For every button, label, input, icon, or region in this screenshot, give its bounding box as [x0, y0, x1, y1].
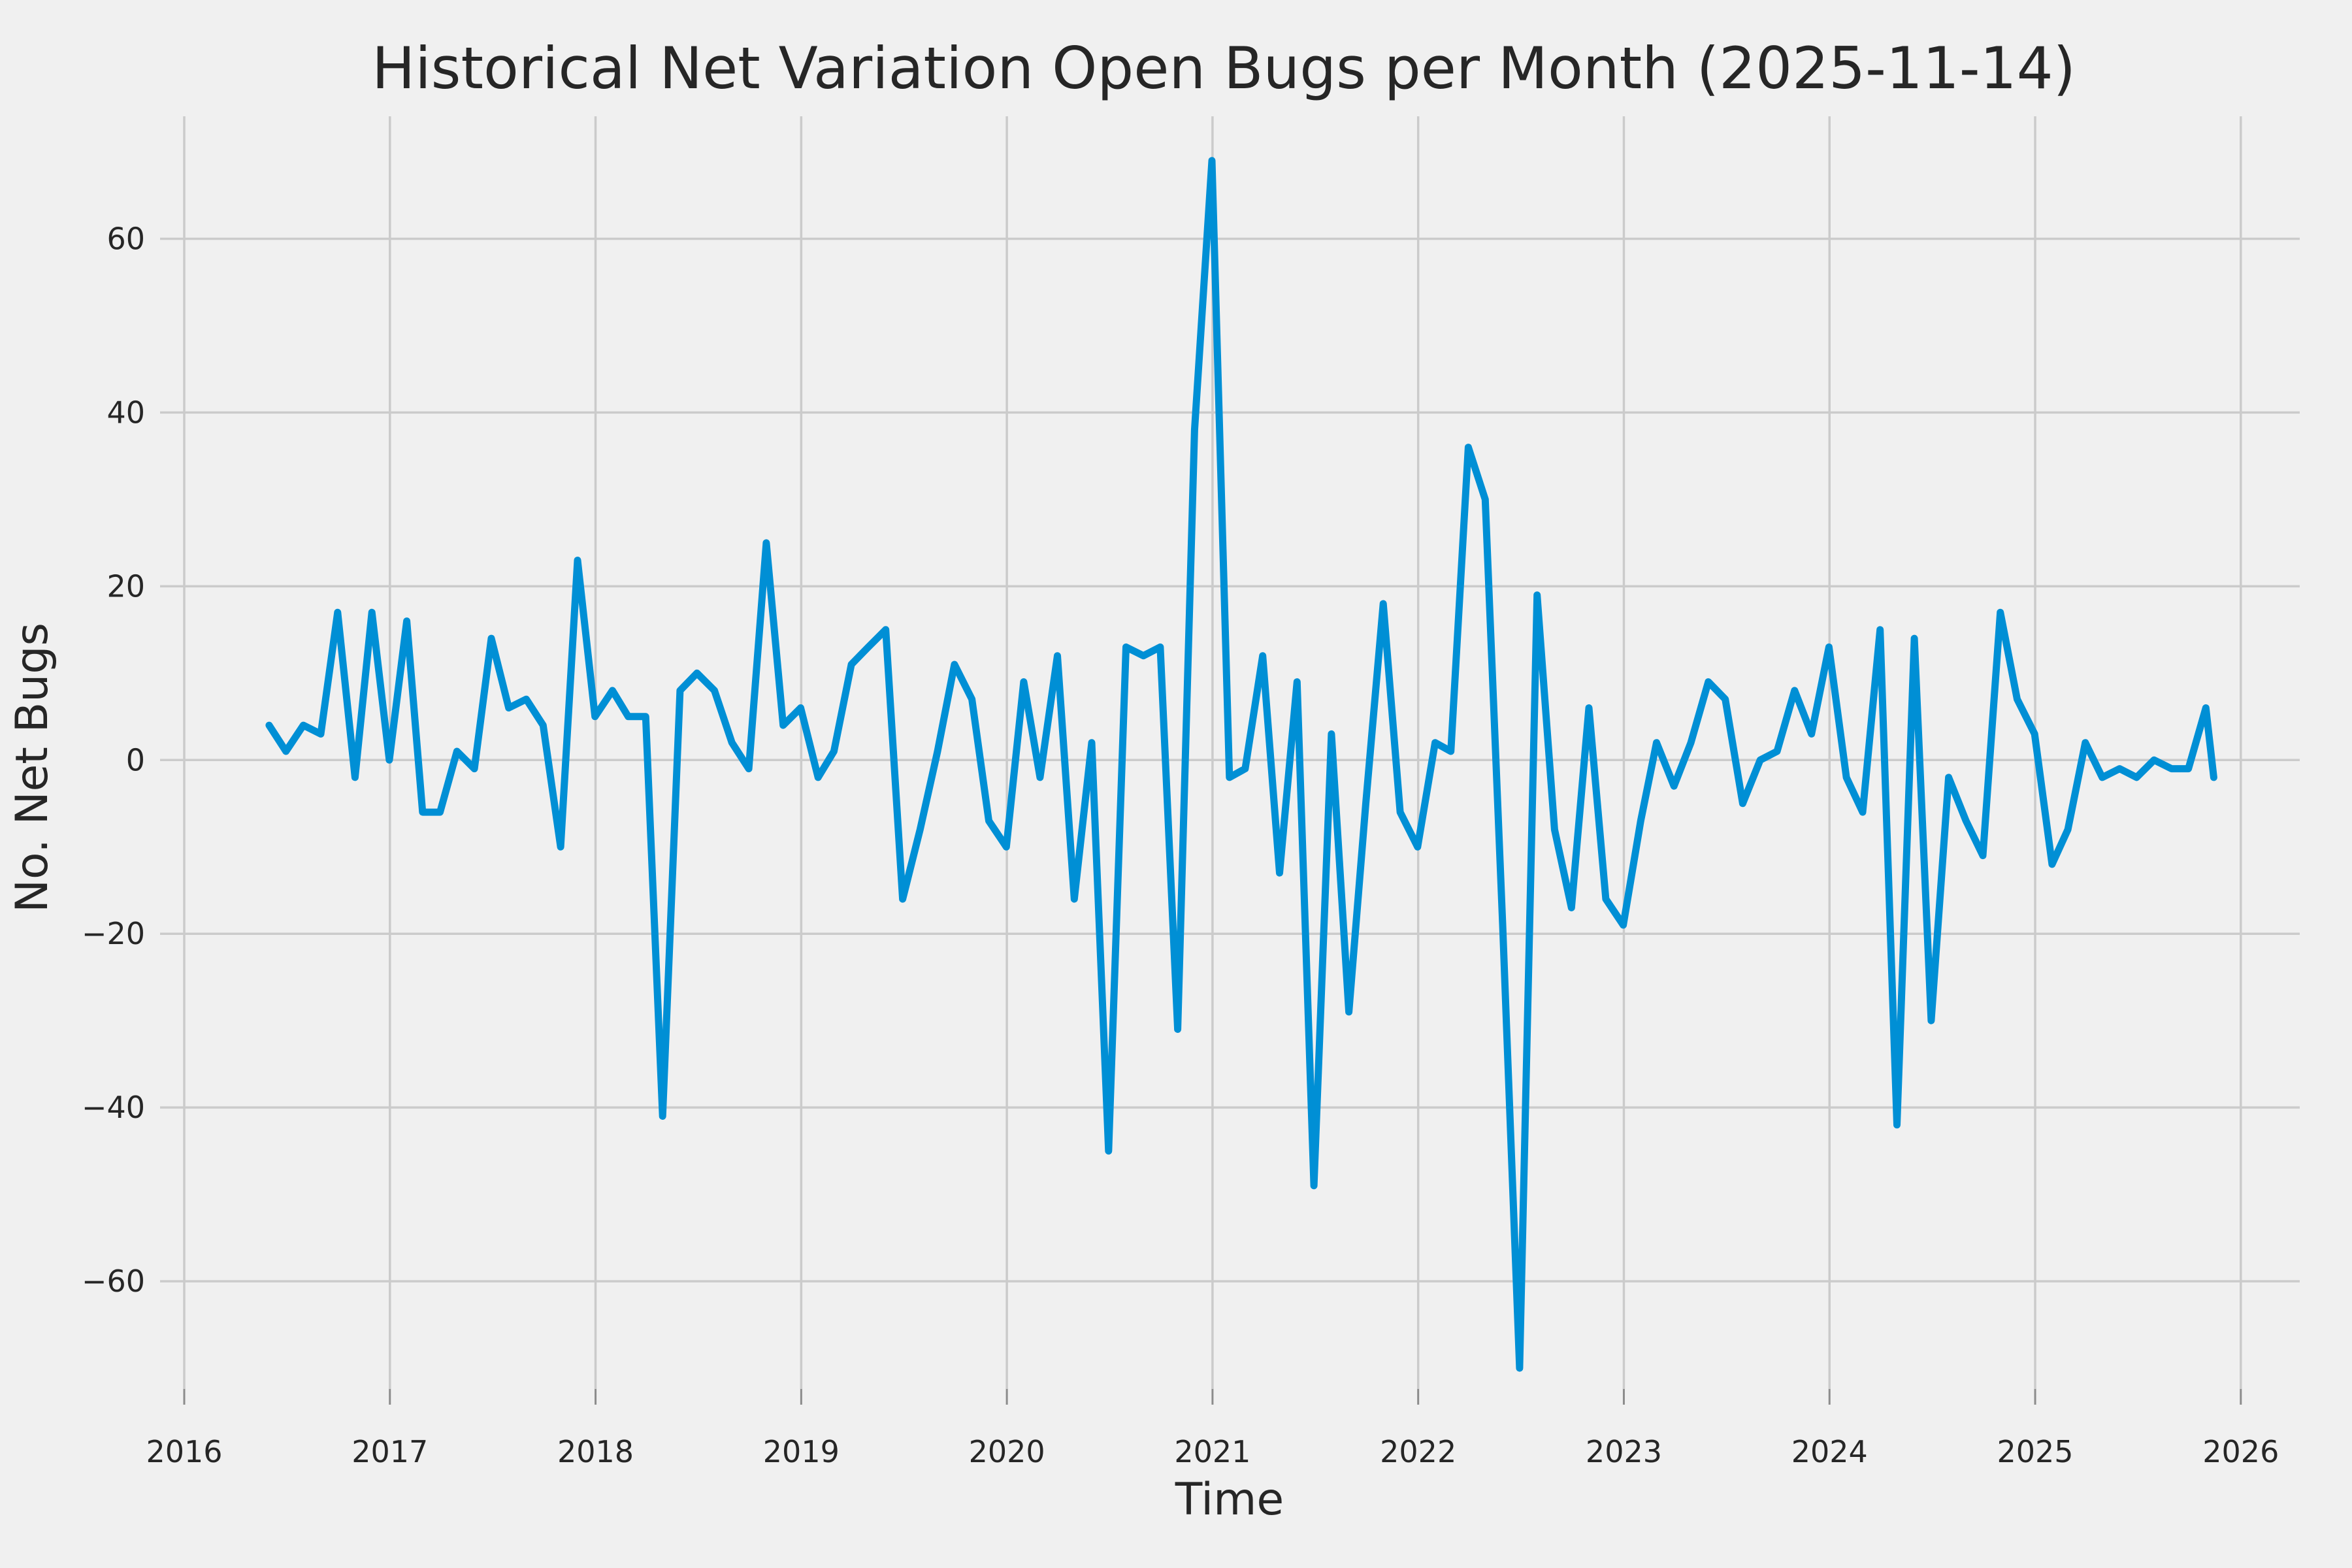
line-layer	[265, 157, 2217, 1372]
y-tick-label: −20	[82, 916, 145, 951]
chart-title: Historical Net Variation Open Bugs per M…	[372, 35, 2076, 102]
y-tick-label: 60	[106, 221, 145, 256]
y-tick-label: −60	[82, 1264, 145, 1299]
x-tick-label: 2018	[557, 1434, 634, 1469]
x-tick-label: 2023	[1586, 1434, 1662, 1469]
x-axis-label: Time	[1175, 1474, 1284, 1526]
x-tick-label: 2019	[763, 1434, 840, 1469]
x-tick-label: 2020	[969, 1434, 1045, 1469]
x-tick-label: 2022	[1380, 1434, 1456, 1469]
x-tick-label: 2024	[1791, 1434, 1868, 1469]
x-tick-label: 2026	[2202, 1434, 2279, 1469]
tickmark-layer	[183, 1389, 2242, 1405]
label-layer: Historical Net Variation Open Bugs per M…	[7, 35, 2279, 1526]
y-axis-label: No. Net Bugs	[7, 623, 58, 913]
y-tick-label: 40	[106, 395, 145, 430]
x-tick-label: 2016	[146, 1434, 222, 1469]
x-tick-label: 2017	[351, 1434, 428, 1469]
y-tick-label: 0	[126, 742, 145, 777]
grid-layer	[160, 116, 2300, 1389]
x-tick-label: 2025	[1997, 1434, 2073, 1469]
y-tick-label: −40	[82, 1090, 145, 1125]
y-tick-label: 20	[106, 568, 145, 604]
x-tick-label: 2021	[1174, 1434, 1250, 1469]
data-line	[265, 157, 2217, 1372]
